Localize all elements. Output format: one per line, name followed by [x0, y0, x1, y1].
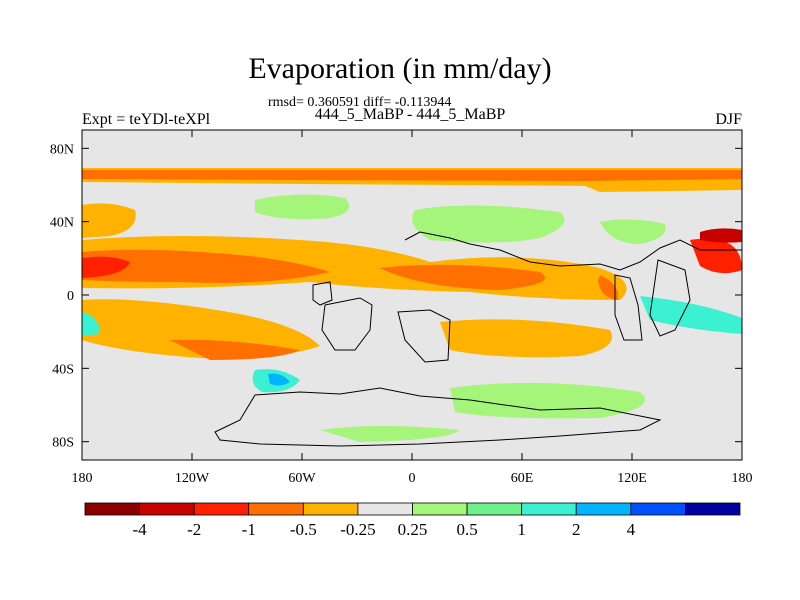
field-west-pacific-darkred — [700, 228, 742, 243]
colorbar-label: -4 — [132, 520, 147, 539]
field-north-pacific-positive — [600, 219, 666, 244]
field-southern-ocean-positive — [450, 382, 645, 419]
experiment-label: Expt = teYDl-teXPl — [82, 111, 211, 128]
colorbar-swatch — [575, 502, 632, 516]
y-tick-label: 80S — [52, 436, 74, 451]
case-label: 444_5_MaBP - 444_5_MaBP — [314, 106, 506, 123]
colorbar-swatch — [466, 502, 523, 516]
field-east-pacific-cyan — [82, 312, 100, 336]
y-tick-label: 40S — [52, 362, 74, 377]
x-tick-label: 120E — [617, 471, 647, 486]
coastline-maritime — [614, 274, 643, 341]
colorbar-label: -0.5 — [290, 520, 317, 539]
field-north-africa-positive — [412, 205, 565, 243]
field-tropical-red — [82, 256, 130, 278]
field-west-pacific-red — [690, 238, 742, 274]
y-tick-label: 0 — [67, 289, 74, 304]
season-label: DJF — [715, 111, 742, 128]
colorbar-swatch — [412, 502, 468, 516]
colorbar-swatch — [193, 502, 250, 516]
field-antarctic-positive — [320, 426, 460, 442]
x-tick-label: 180 — [732, 471, 753, 486]
coastline-central-america — [312, 281, 333, 306]
colorbar-label: 4 — [627, 520, 636, 539]
coastline-south-america — [321, 297, 373, 351]
colorbar-label: -1 — [242, 520, 256, 539]
coastline-eurasia — [404, 231, 742, 271]
field-south-atlantic-blue — [268, 373, 290, 386]
field-tropical-core — [82, 249, 330, 283]
x-tick-label: 0 — [409, 471, 416, 486]
colorbar-swatch — [139, 502, 195, 516]
colorbar-label: 2 — [572, 520, 581, 539]
field-indonesia-red — [598, 275, 619, 300]
field-south-pacific-band — [82, 299, 320, 359]
field-australia-cyan — [640, 296, 742, 334]
field-south-indian-band — [440, 319, 612, 358]
colorbar-swatch — [630, 502, 686, 516]
colorbar-label: 1 — [517, 520, 526, 539]
colorbar-swatch — [248, 502, 304, 516]
x-tick-label: 60W — [288, 471, 316, 486]
colorbar-swatch — [521, 502, 577, 516]
colorbar-swatch — [685, 502, 741, 516]
coastlines — [214, 231, 742, 447]
y-tick-label: 40N — [50, 216, 74, 231]
chart-subtitle: rmsd= 0.360591 diff= -0.113944 — [268, 95, 452, 110]
field-indian-band — [380, 264, 545, 290]
chart-title: Evaporation (in mm/day) — [248, 52, 552, 85]
field-arctic-band-east — [580, 180, 742, 192]
coastline-africa — [397, 309, 451, 363]
colorbar-label: -2 — [187, 520, 201, 539]
colorbar-label: -0.25 — [340, 520, 375, 539]
field-arctic-band-core — [82, 170, 742, 181]
colorbar-swatch — [302, 502, 359, 516]
colorbar-swatch — [84, 502, 140, 516]
map-field — [82, 130, 742, 460]
axis-ticks: 180 120W 60W 0 60E 120E 180 80N 40N 0 40S 80S — [50, 130, 753, 486]
x-tick-label: 60E — [511, 471, 534, 486]
coastline-antarctica — [214, 387, 662, 447]
colorbar-label: 0.5 — [456, 520, 477, 539]
field-north-atlantic-positive — [255, 194, 350, 220]
x-tick-label: 120W — [175, 471, 210, 486]
colorbar-swatch — [357, 502, 413, 516]
field-pacific-nw-band — [82, 203, 136, 238]
x-tick-label: 180 — [72, 471, 93, 486]
colorbar-label: 0.25 — [398, 520, 428, 539]
field-south-pacific-core — [170, 339, 300, 360]
colorbar: -4 -2 -1 -0.5 -0.25 0.25 0.5 1 2 4 — [84, 502, 741, 539]
y-tick-label: 80N — [50, 142, 74, 157]
coastline-australia — [649, 259, 691, 337]
